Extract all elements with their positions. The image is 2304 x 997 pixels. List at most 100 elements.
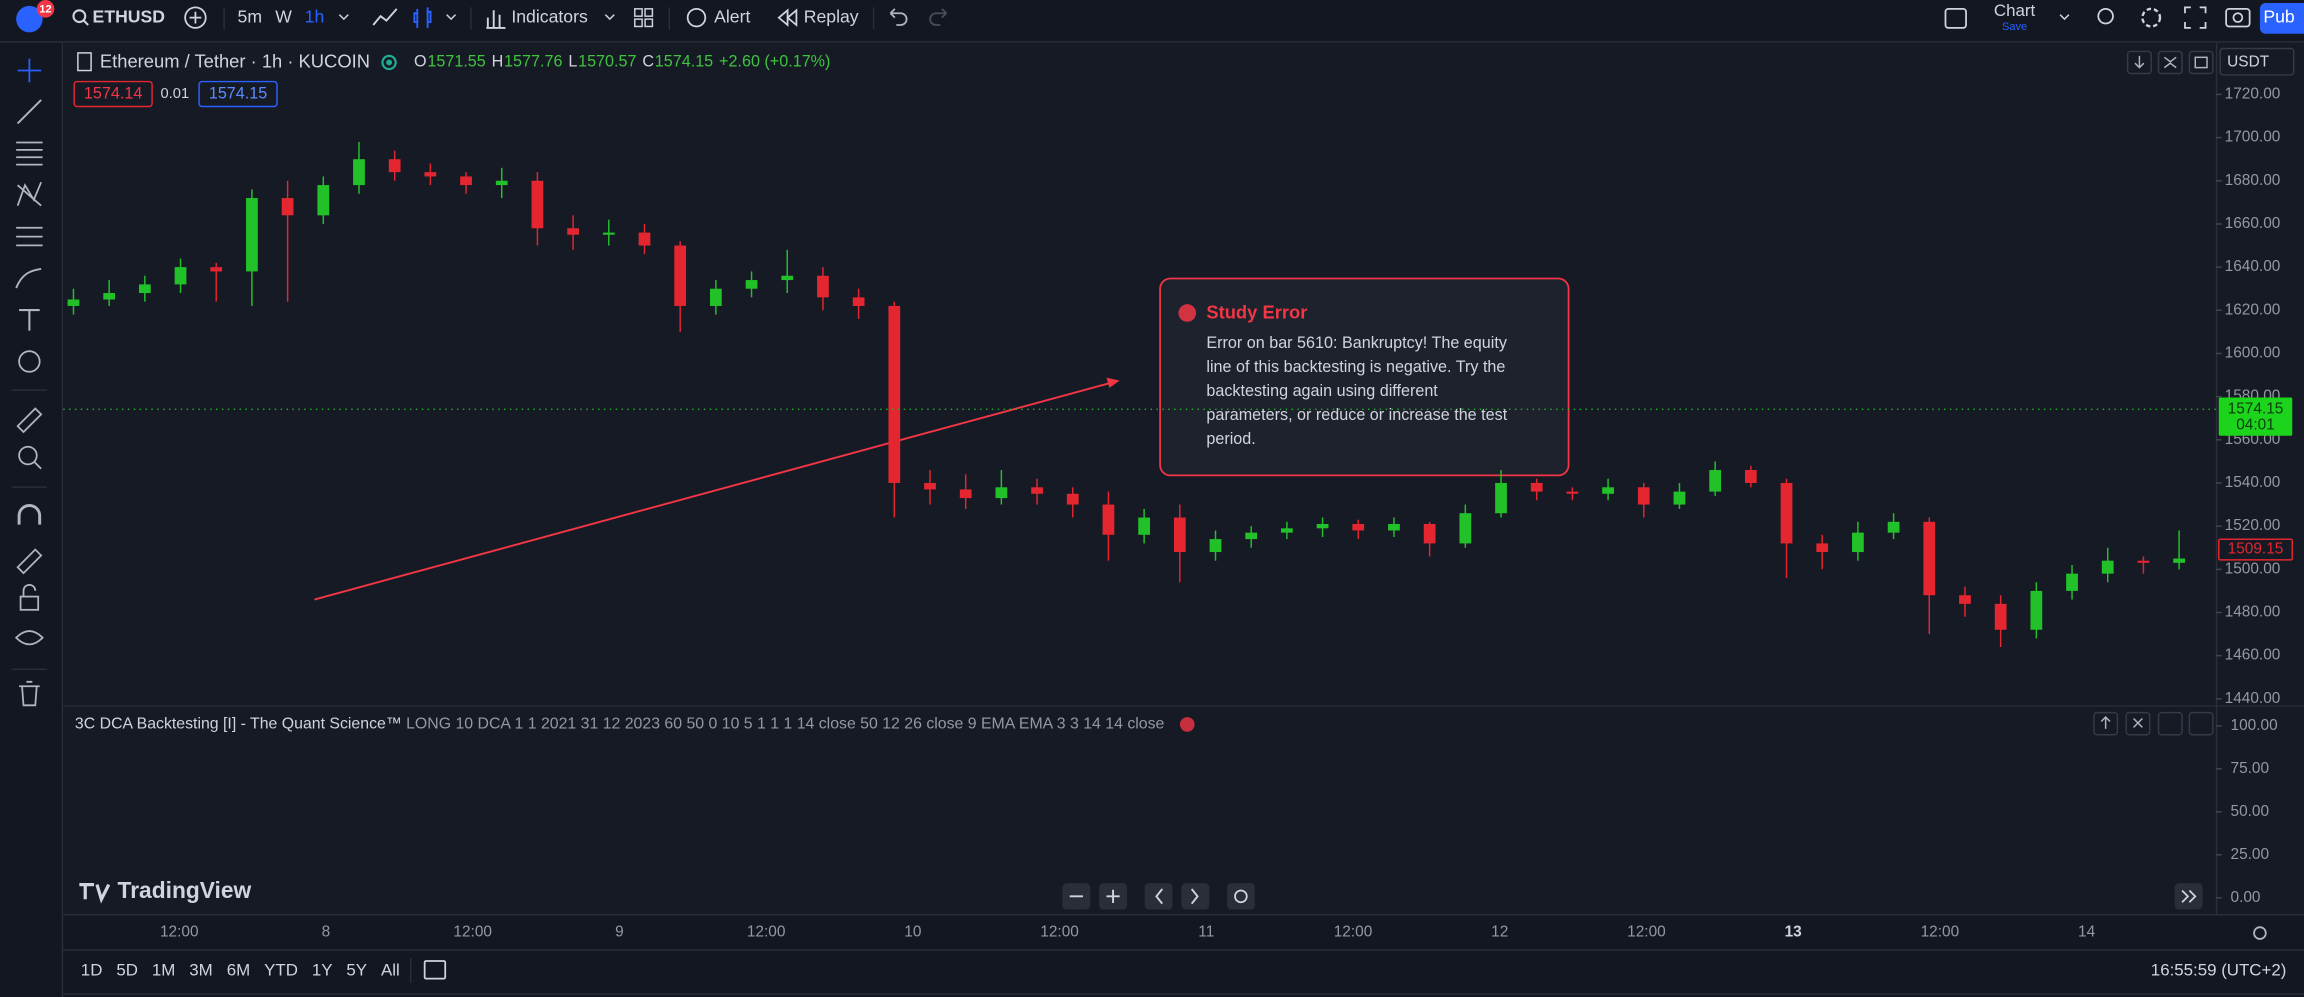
tool-prediction[interactable] xyxy=(16,226,43,247)
arrow-drawing[interactable] xyxy=(314,381,1112,601)
range-button[interactable]: 1D xyxy=(81,961,103,980)
clock[interactable]: 16:55:59 (UTC+2) xyxy=(2151,961,2287,980)
tool-crosshair[interactable] xyxy=(17,58,42,83)
templates-icon xyxy=(644,8,654,17)
chart-type-candles[interactable] xyxy=(413,7,432,28)
candle-body xyxy=(1816,543,1829,553)
x-tick-label: 8 xyxy=(322,923,331,940)
tool-brush[interactable] xyxy=(15,267,42,289)
range-button[interactable]: YTD xyxy=(264,961,298,980)
chart-type-line[interactable] xyxy=(372,8,398,26)
indicators-button[interactable]: Indicators xyxy=(511,6,588,26)
tool-zoom[interactable] xyxy=(18,445,38,466)
buy-box[interactable] xyxy=(198,80,278,108)
badge xyxy=(36,0,55,18)
tool-trendline[interactable] xyxy=(16,99,42,125)
quick-search[interactable] xyxy=(2097,7,2114,25)
error-text: period. xyxy=(1206,430,1255,448)
range-button[interactable]: 3M xyxy=(189,961,212,980)
alert-button[interactable]: Alert xyxy=(714,6,750,26)
candle-body xyxy=(281,198,294,216)
tool-fib[interactable] xyxy=(16,141,43,166)
pane-button[interactable] xyxy=(2188,50,2214,75)
tool-remove[interactable] xyxy=(19,680,40,707)
tool-magnet[interactable] xyxy=(17,504,42,525)
error-indicator[interactable] xyxy=(1179,717,1195,732)
snapshot[interactable] xyxy=(2225,7,2251,28)
candle-body xyxy=(1352,523,1365,531)
indicators-icon[interactable] xyxy=(486,10,506,29)
range-button[interactable]: All xyxy=(381,961,400,980)
avatar[interactable] xyxy=(16,5,43,33)
range-button[interactable]: 1M xyxy=(152,961,175,980)
tool-patterns[interactable] xyxy=(16,181,42,207)
candle-body xyxy=(67,299,80,306)
market-status-dot xyxy=(386,59,393,66)
interval[interactable]: 5m xyxy=(238,6,262,26)
currency[interactable]: USDT xyxy=(2227,54,2270,71)
indicators-menu[interactable] xyxy=(604,14,615,21)
y-tick-label: 1540.00 xyxy=(2225,474,2281,491)
ask-price: 1574.15 xyxy=(209,84,267,102)
add-symbol[interactable] xyxy=(184,6,207,29)
range-button[interactable]: 6M xyxy=(227,961,250,980)
pane-button[interactable] xyxy=(2157,50,2183,75)
range-button[interactable]: 5D xyxy=(116,961,138,980)
chart-type-menu[interactable] xyxy=(446,14,457,21)
interval[interactable]: 1h xyxy=(305,6,325,26)
currency-button[interactable] xyxy=(2219,47,2295,76)
replay-icon[interactable] xyxy=(777,8,798,27)
pane-button[interactable] xyxy=(2125,711,2151,736)
templates-icon[interactable] xyxy=(634,8,643,17)
x-tick-label: 14 xyxy=(2078,923,2096,940)
date-range-icon[interactable] xyxy=(423,960,447,980)
scroll-right[interactable] xyxy=(1181,883,1210,910)
market-status xyxy=(381,54,397,71)
candle-body xyxy=(1495,482,1507,514)
candle-body xyxy=(745,280,758,289)
sell-box[interactable] xyxy=(73,80,153,108)
undo[interactable] xyxy=(889,8,908,26)
tool-stay-drawing[interactable] xyxy=(16,548,43,575)
search-icon[interactable] xyxy=(72,9,87,24)
indicator-params: LONG 10 DCA 1 1 2021 31 12 2023 60 50 0 … xyxy=(406,716,1164,733)
y-tick-label: 1720.00 xyxy=(2225,86,2281,103)
pane-button[interactable] xyxy=(2188,711,2214,736)
tool-lock[interactable] xyxy=(19,595,40,611)
candle-body xyxy=(317,185,330,216)
redo[interactable] xyxy=(929,8,947,26)
settings[interactable] xyxy=(2141,7,2162,28)
interval-menu[interactable] xyxy=(338,14,349,21)
alert-icon[interactable] xyxy=(686,7,707,28)
replay-button[interactable]: Replay xyxy=(804,6,859,26)
reset[interactable] xyxy=(1226,883,1255,910)
tool-icons[interactable] xyxy=(18,350,41,373)
candle-body xyxy=(1637,487,1650,505)
fullscreen[interactable] xyxy=(2184,6,2207,29)
layout-icon[interactable] xyxy=(1944,7,1967,29)
candle-body xyxy=(460,176,472,186)
x-tick-label: 12:00 xyxy=(747,923,786,940)
candle-body xyxy=(103,293,116,300)
collapse-icon[interactable] xyxy=(77,52,92,72)
candle-body xyxy=(888,305,901,483)
layout-menu[interactable] xyxy=(2059,14,2070,21)
pane-button[interactable] xyxy=(2093,711,2119,736)
tool-ruler[interactable] xyxy=(16,407,43,434)
pane-button[interactable] xyxy=(2126,50,2152,75)
tool-text[interactable] xyxy=(19,309,40,331)
axis-settings[interactable] xyxy=(2253,926,2267,940)
range-button[interactable]: 1Y xyxy=(312,961,333,980)
candle-body xyxy=(2173,558,2185,563)
scroll-left[interactable] xyxy=(1144,883,1173,910)
layout-name[interactable]: Chart xyxy=(1994,1,2036,20)
interval[interactable]: W xyxy=(275,6,292,26)
publish-button[interactable] xyxy=(2259,2,2304,34)
tool-hide[interactable] xyxy=(14,630,44,646)
pane-button[interactable] xyxy=(2157,711,2183,736)
symbol[interactable]: ETHUSD xyxy=(93,6,165,26)
range-button[interactable]: 5Y xyxy=(346,961,367,980)
y-tick-label: 1620.00 xyxy=(2225,301,2281,318)
candle-body xyxy=(246,198,258,272)
